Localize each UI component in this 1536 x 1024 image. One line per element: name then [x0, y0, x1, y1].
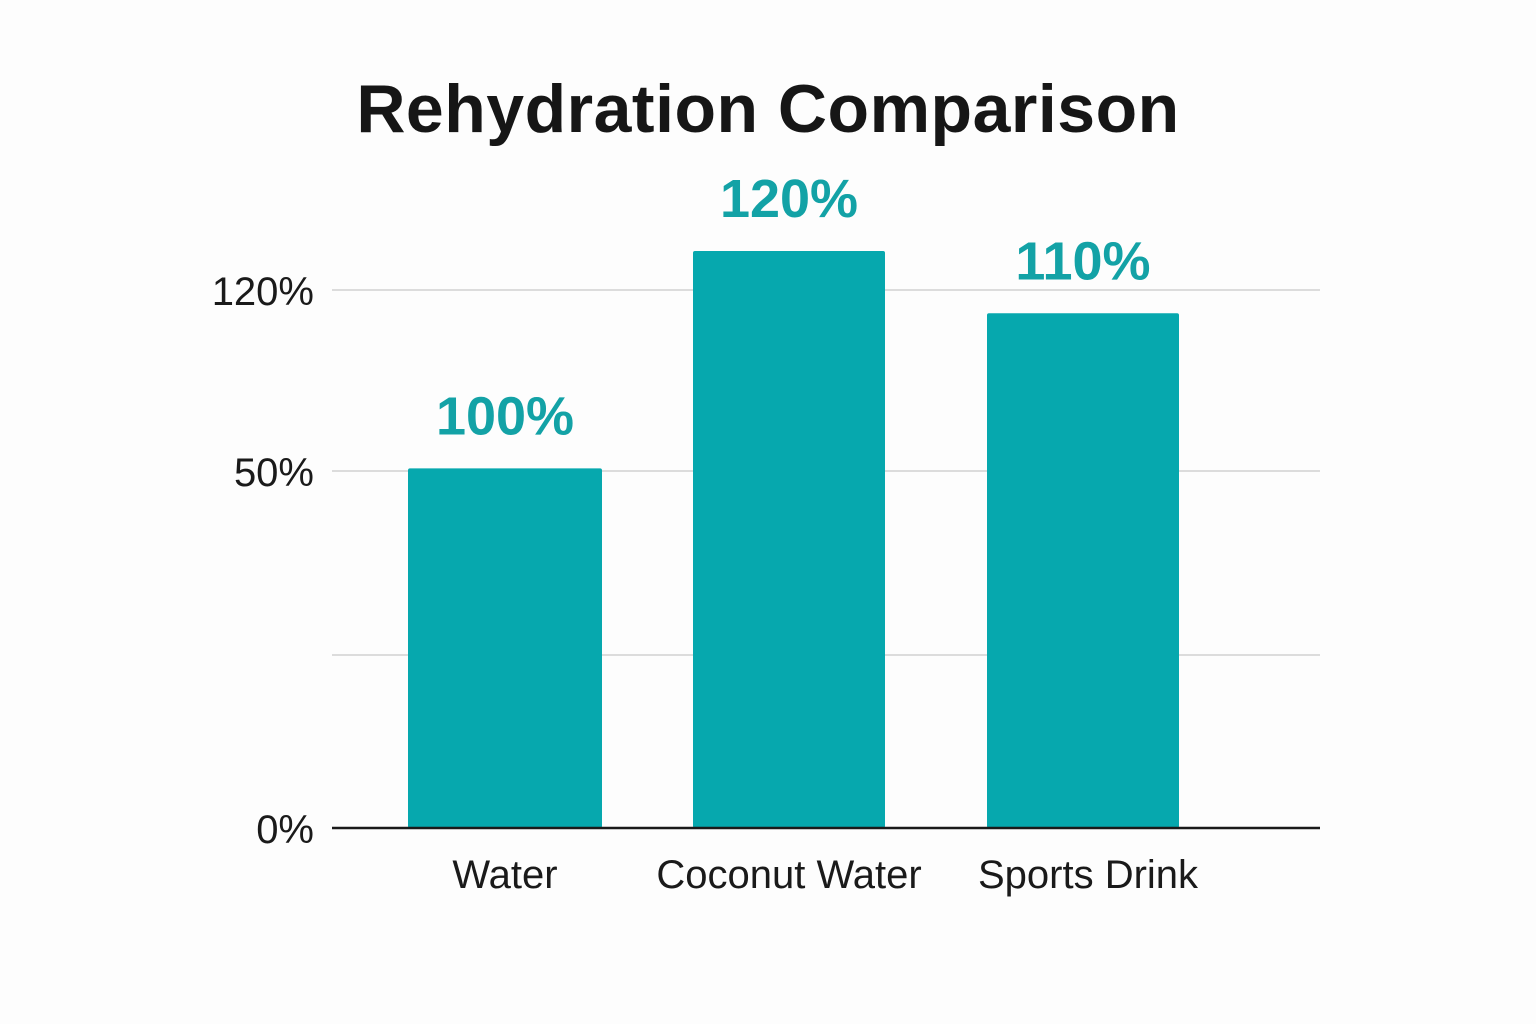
x-tick-label: Water — [452, 853, 557, 897]
x-tick-label: Sports Drink — [978, 853, 1199, 897]
x-axis-category-labels: Water Coconut Water Sports Drink — [452, 853, 1199, 897]
y-tick-label: 50% — [234, 451, 314, 495]
bar-coconut-water — [693, 251, 885, 828]
y-tick-label: 120% — [212, 270, 314, 314]
chart-title: Rehydration Comparison — [356, 71, 1180, 147]
bars — [408, 251, 1179, 828]
bar-value-label: 100% — [436, 386, 574, 446]
bar-sports-drink — [987, 313, 1179, 828]
bar-value-label: 110% — [1015, 231, 1150, 291]
x-tick-label: Coconut Water — [656, 853, 921, 897]
bar-water — [408, 468, 602, 828]
y-tick-label: 0% — [256, 808, 314, 852]
bar-value-label: 120% — [720, 169, 858, 229]
y-axis-tick-labels: 0% 50% 120% — [212, 270, 314, 852]
bar-value-labels: 100% 120% 110% — [436, 169, 1151, 446]
